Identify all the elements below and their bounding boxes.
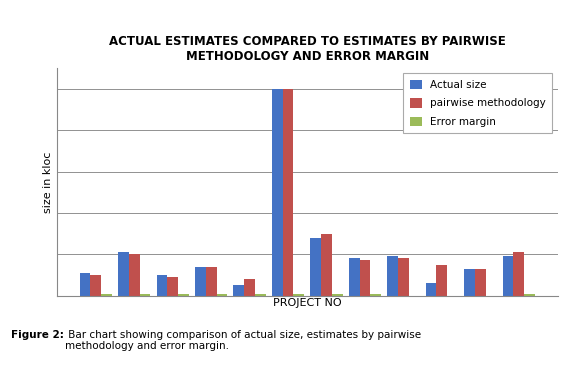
Bar bbox=[387, 256, 398, 296]
Bar bbox=[475, 269, 486, 296]
Bar bbox=[167, 277, 178, 296]
Bar bbox=[464, 269, 475, 296]
Bar bbox=[206, 267, 217, 296]
Bar bbox=[294, 294, 304, 296]
Legend: Actual size, pairwise methodology, Error margin: Actual size, pairwise methodology, Error… bbox=[403, 74, 552, 133]
Bar bbox=[426, 283, 436, 296]
Bar bbox=[217, 294, 227, 296]
Bar bbox=[90, 275, 101, 296]
X-axis label: PROJECT NO: PROJECT NO bbox=[273, 298, 341, 309]
Bar bbox=[244, 279, 255, 296]
Bar bbox=[349, 258, 360, 296]
Bar bbox=[332, 294, 343, 296]
Bar bbox=[129, 254, 139, 296]
Bar bbox=[195, 267, 206, 296]
Y-axis label: size in kloc: size in kloc bbox=[43, 151, 53, 213]
Bar bbox=[139, 294, 150, 296]
Bar bbox=[80, 273, 90, 296]
Bar bbox=[370, 294, 381, 296]
Bar bbox=[360, 260, 370, 296]
Bar bbox=[283, 89, 294, 296]
Bar bbox=[118, 252, 129, 296]
Bar bbox=[272, 89, 283, 296]
Text: Figure 2:: Figure 2: bbox=[11, 330, 64, 340]
Bar bbox=[524, 294, 535, 296]
Bar bbox=[233, 285, 244, 296]
Bar bbox=[321, 233, 332, 296]
Text: Bar chart showing comparison of actual size, estimates by pairwise
methodology a: Bar chart showing comparison of actual s… bbox=[65, 330, 422, 351]
Bar bbox=[502, 256, 513, 296]
Bar bbox=[156, 275, 167, 296]
Bar bbox=[513, 252, 524, 296]
Bar bbox=[178, 294, 189, 296]
Bar bbox=[436, 265, 447, 296]
Title: ACTUAL ESTIMATES COMPARED TO ESTIMATES BY PAIRWISE
METHODOLOGY AND ERROR MARGIN: ACTUAL ESTIMATES COMPARED TO ESTIMATES B… bbox=[109, 35, 506, 63]
Bar bbox=[255, 294, 266, 296]
Bar bbox=[398, 258, 409, 296]
Bar bbox=[310, 238, 321, 296]
Bar bbox=[101, 294, 112, 296]
